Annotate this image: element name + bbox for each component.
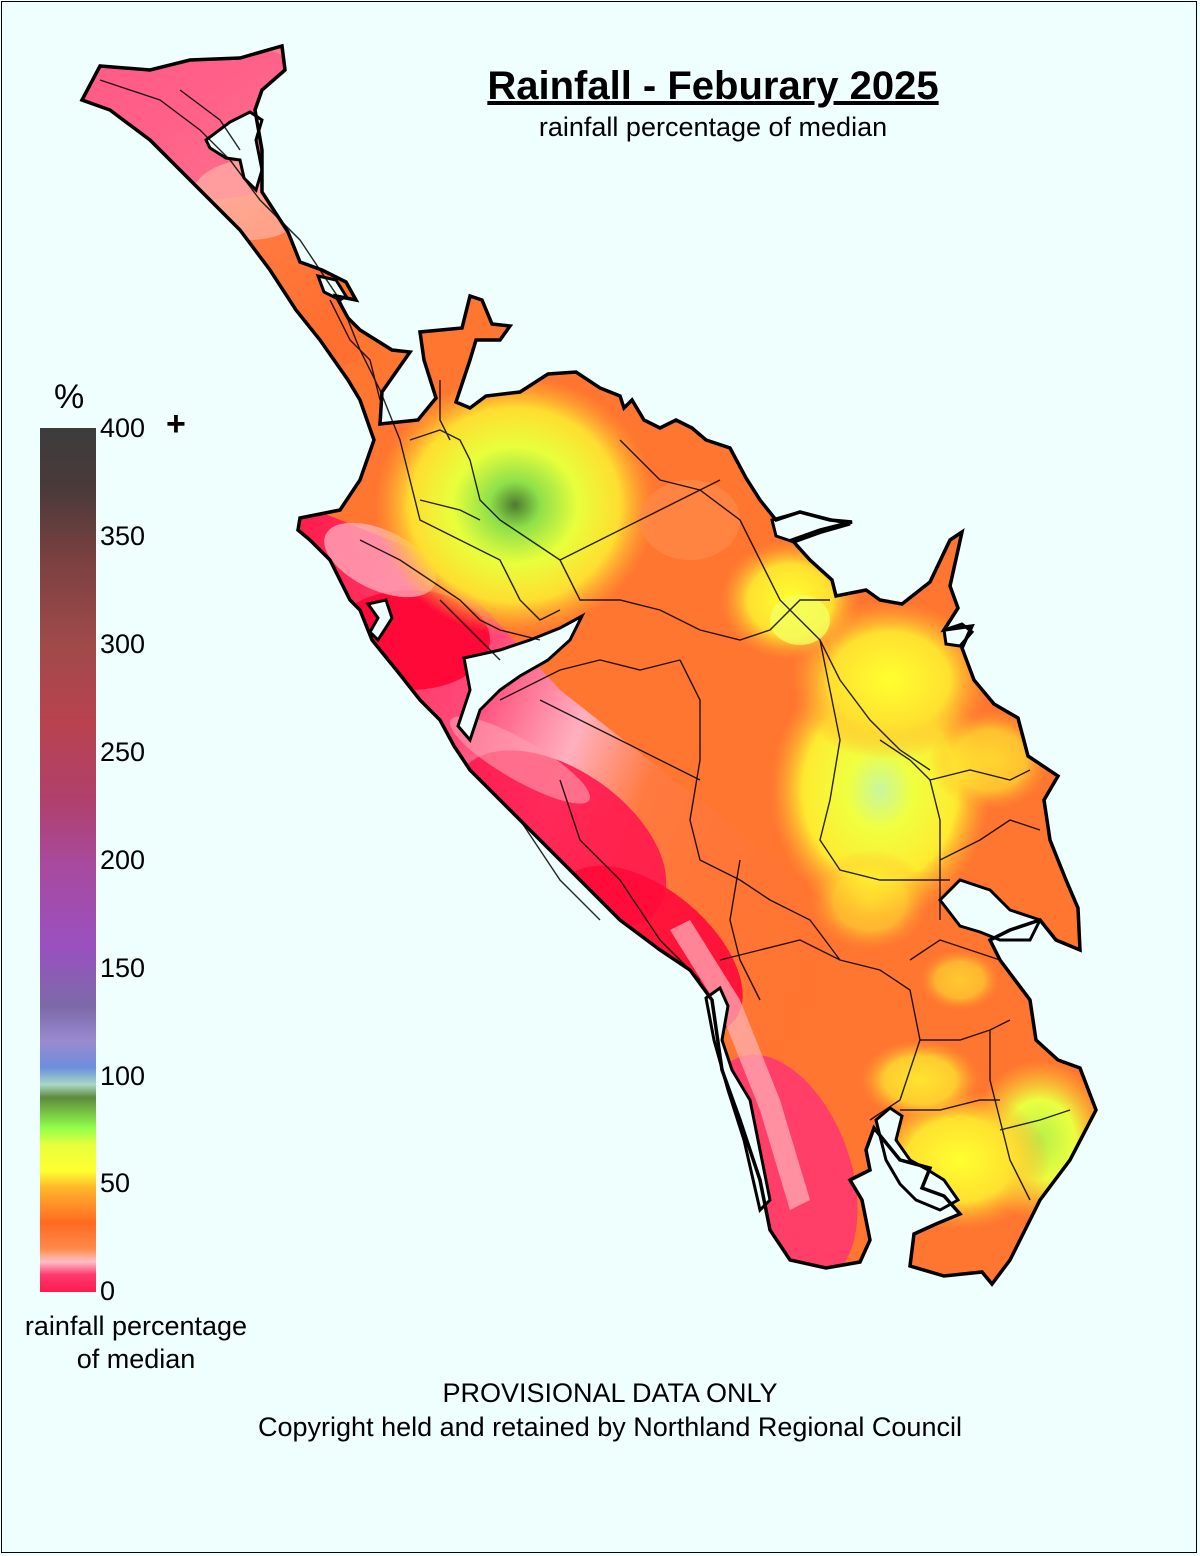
legend-tick-250: 250 (100, 737, 146, 767)
legend-tick-350: 350 (100, 521, 146, 551)
legend-tick-400: 400 (100, 413, 146, 443)
provisional-notice: PROVISIONAL DATA ONLY (442, 1378, 778, 1408)
legend-caption-line1: rainfall percentage (24, 1311, 248, 1341)
legend-tick-100: 100 (100, 1061, 146, 1091)
legend-caption-line2: of median (76, 1344, 196, 1374)
legend-caption: rainfall percentage of median (0, 1310, 272, 1376)
legend-tick-200: 200 (100, 845, 146, 875)
legend-tick-50: 50 (100, 1168, 131, 1198)
legend-tick-150: 150 (100, 953, 146, 983)
legend-unit-symbol: % (54, 378, 85, 416)
map-subtitle: rainfall percentage of median (538, 112, 888, 142)
catchment-boundaries (99, 79, 1071, 1201)
legend-color-scale (40, 428, 96, 1292)
map-title: Rainfall - Feburary 2025 (487, 64, 939, 108)
legend-tick-300: 300 (100, 629, 146, 659)
legend-tick-0: 0 (100, 1276, 116, 1306)
harbours (204, 110, 1043, 1213)
legend-overflow-marker: + (166, 405, 186, 443)
copyright-notice: Copyright held and retained by Northland… (258, 1412, 962, 1442)
